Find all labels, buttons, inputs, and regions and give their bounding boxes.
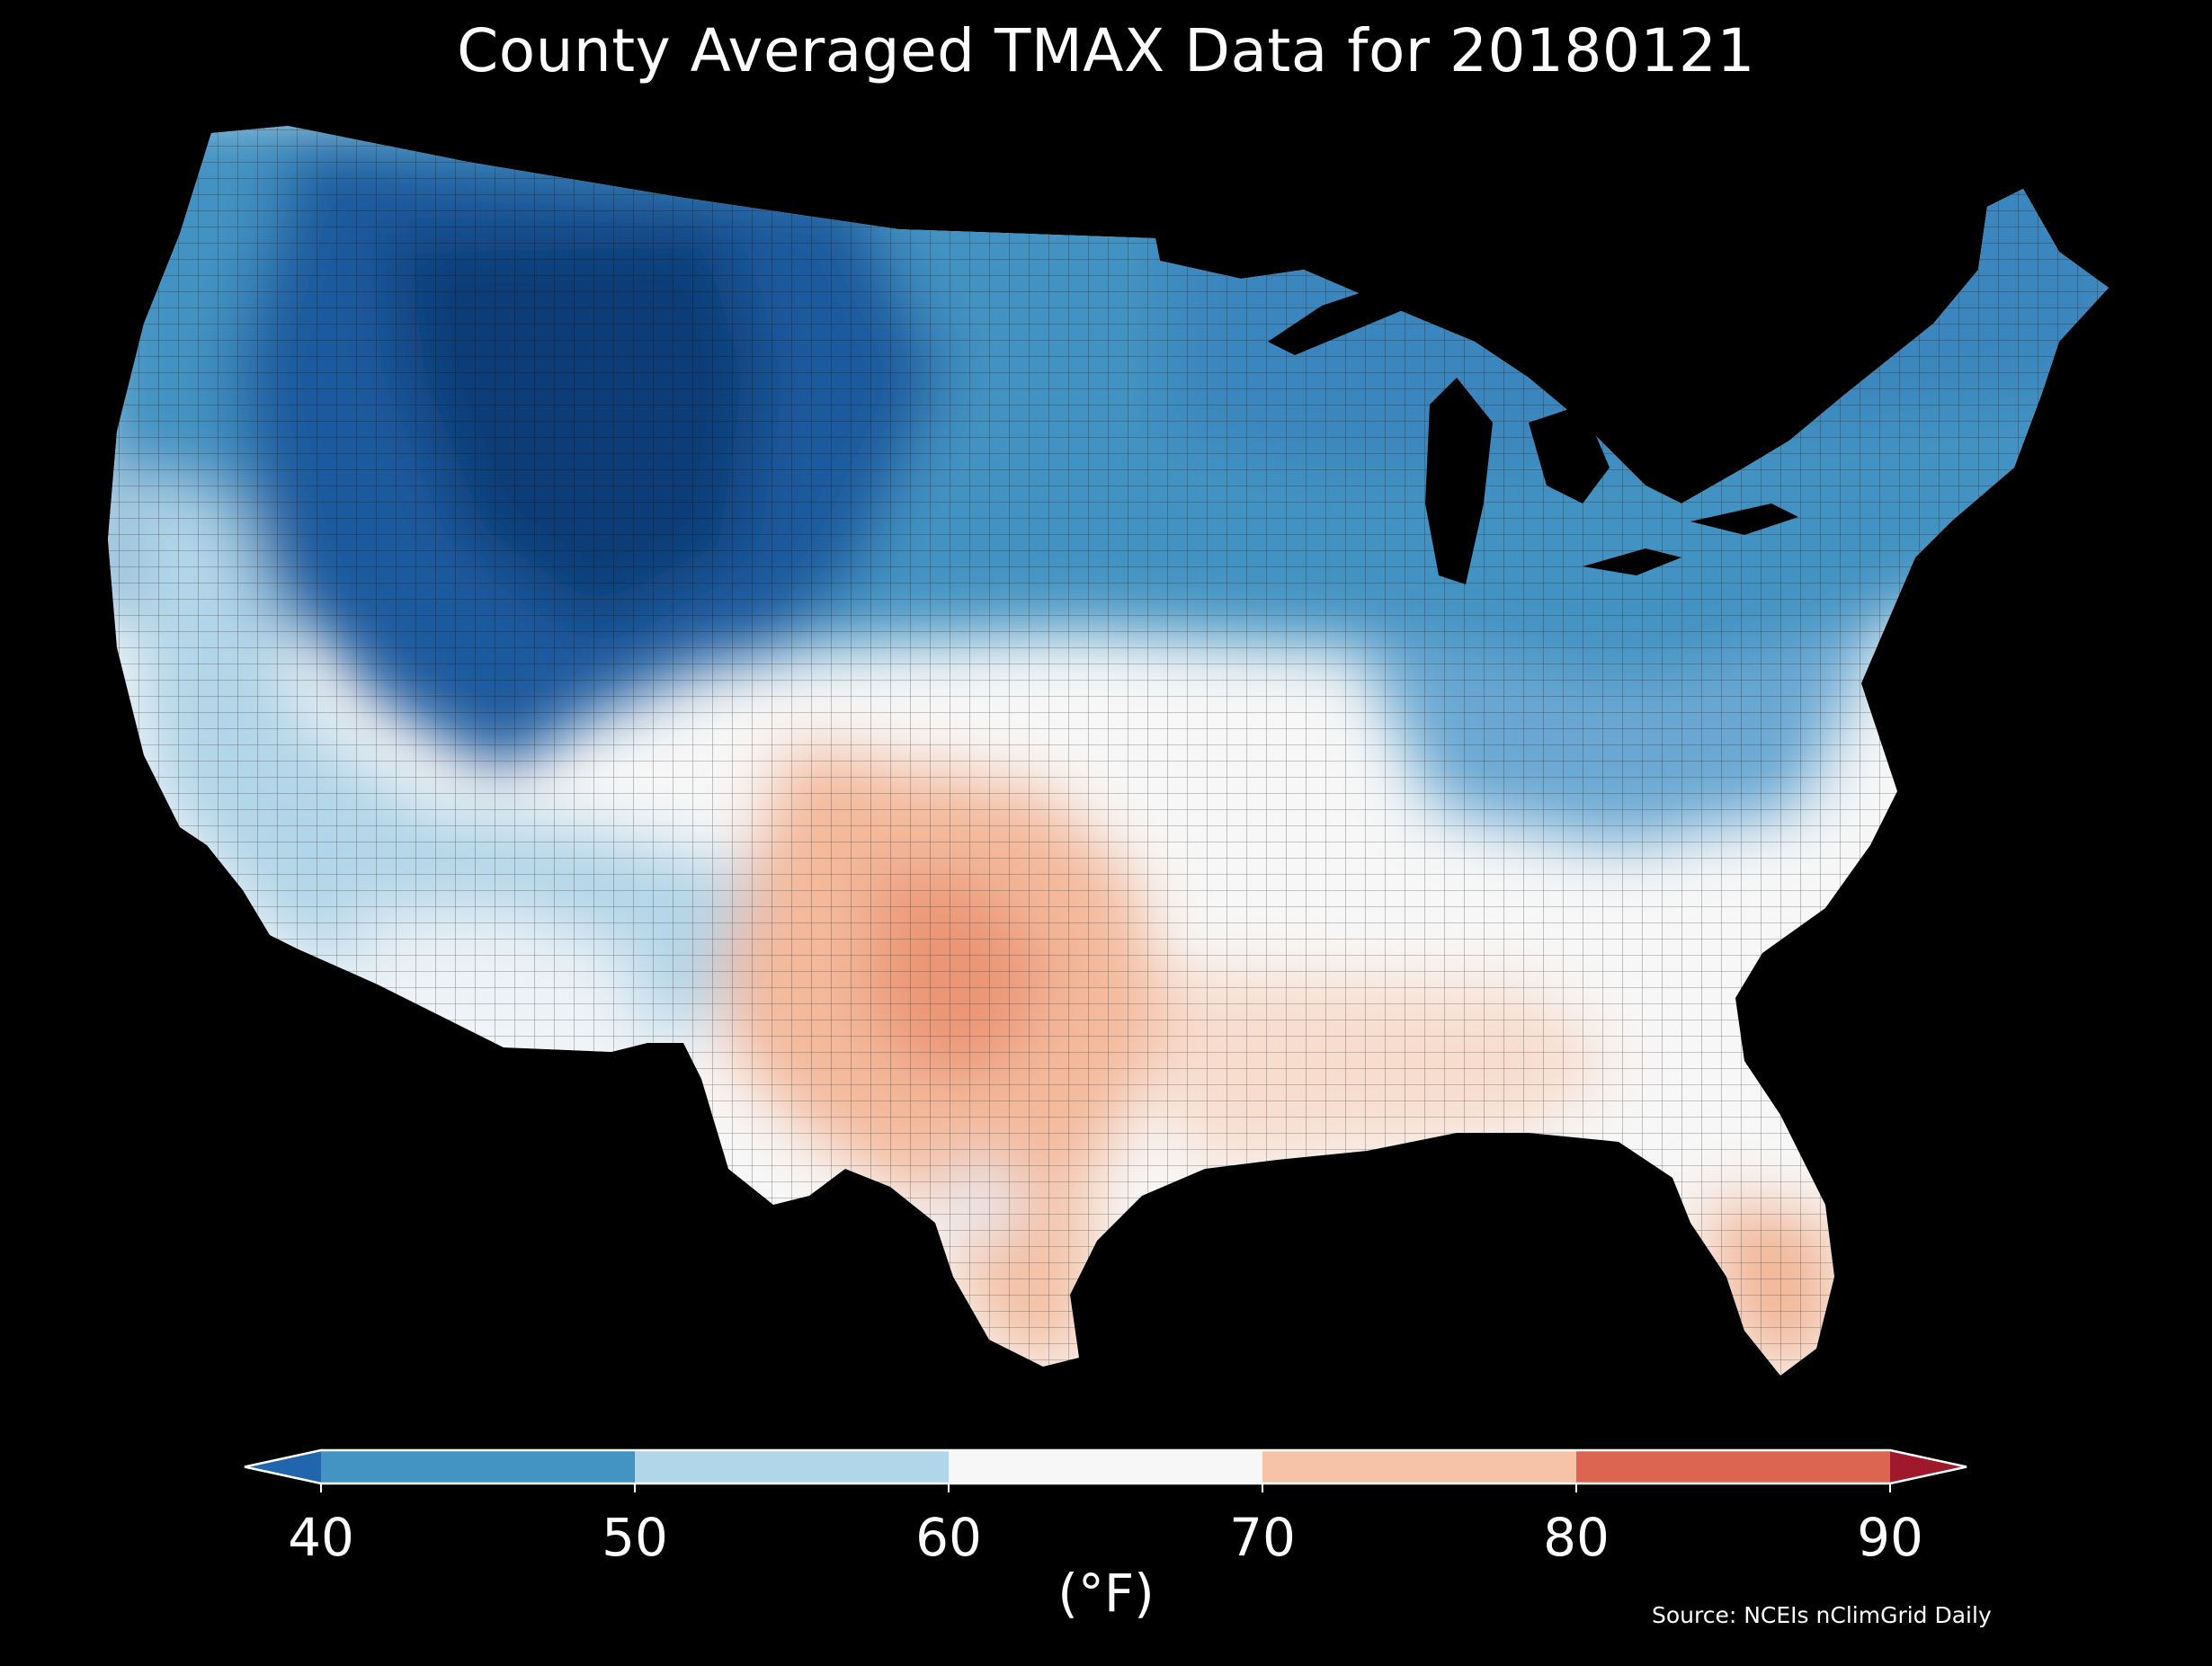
colorbar-tick-label: 90 [1857, 1507, 1923, 1568]
colorbar-extend-low [245, 1450, 321, 1483]
colorbar-bin [635, 1450, 950, 1483]
colorbar-unit-label: (°F) [1057, 1563, 1155, 1624]
colorbar-bin [321, 1450, 636, 1483]
great-lakes [1268, 288, 1798, 584]
colorbar-tick-label: 40 [288, 1507, 354, 1568]
colorbar-tick-label: 80 [1543, 1507, 1610, 1568]
colorbar-bin [949, 1450, 1263, 1483]
figure-title: County Averaged TMAX Data for 20180121 [457, 16, 1755, 85]
colorbar-tick-label: 50 [602, 1507, 668, 1568]
colorbar [244, 1448, 1967, 1492]
colorbar-bin [1262, 1450, 1577, 1483]
source-note: Source: NCEIs nClimGrid Daily [1652, 1602, 1992, 1628]
colorbar-bin [1576, 1450, 1891, 1483]
colorbar-extend-high [1890, 1450, 1967, 1483]
colorbar-tick-label: 60 [915, 1507, 982, 1568]
colorbar-tick-label: 70 [1229, 1507, 1296, 1568]
